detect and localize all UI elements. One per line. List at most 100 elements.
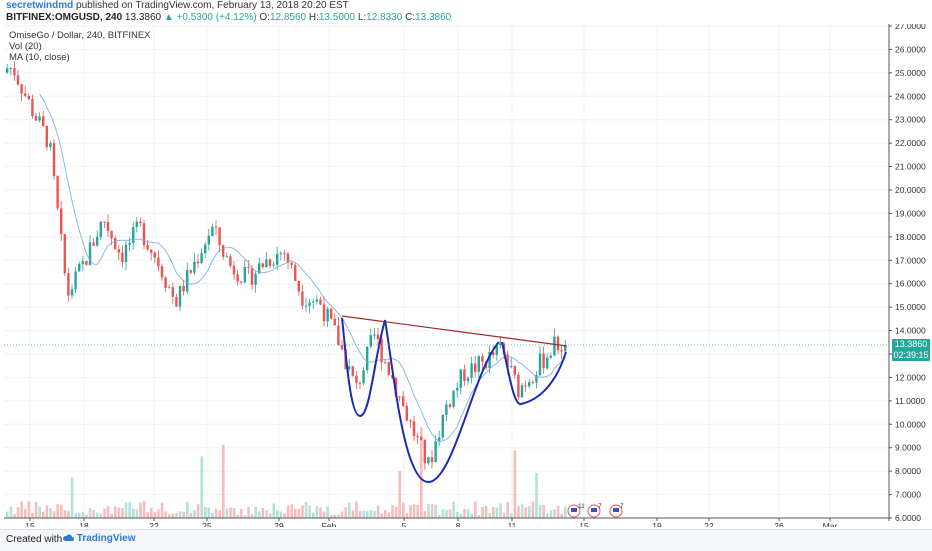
volume-bar — [6, 511, 9, 518]
price-chart[interactable]: 27.0000 26.0000 25.0000 24.0000 23.0000 22.00… — [4, 21, 932, 531]
candle-body — [81, 261, 84, 264]
event-badge: 7 — [587, 503, 602, 518]
candle-body — [258, 263, 261, 274]
candle-body — [564, 344, 567, 352]
price-tick-label: 16.0000 — [895, 279, 926, 289]
candle-body — [412, 421, 416, 437]
candle-body — [355, 375, 358, 383]
volume-bar — [348, 502, 351, 518]
volume-bar — [196, 503, 200, 518]
volume-bar — [38, 506, 41, 518]
candle-body — [366, 346, 369, 371]
time-tick-label: 22 — [149, 521, 159, 527]
candle-body — [121, 252, 124, 263]
candle-body — [470, 363, 473, 378]
event-badges[interactable]: 11 7 7 — [567, 503, 624, 518]
candle-body — [398, 396, 401, 398]
time-tick-label: 19 — [652, 521, 662, 527]
volume-bar — [542, 504, 545, 518]
candle-body — [178, 285, 182, 307]
volume-bar — [416, 504, 419, 518]
author-name[interactable]: secretwindmd — [6, 0, 74, 11]
candle-body — [430, 457, 434, 462]
candle-body — [542, 353, 545, 369]
pattern-drawings[interactable] — [4, 315, 889, 484]
candle-body — [78, 263, 81, 272]
price-tick-label: 10.0000 — [895, 419, 926, 429]
symbol-label: BITFINEX:OMGUSD, 240 — [6, 12, 123, 23]
price-axis[interactable]: 27.0000 26.0000 25.0000 24.0000 23.0000 22.00… — [888, 21, 926, 523]
candle-body — [556, 336, 560, 351]
candle-body — [63, 234, 66, 274]
volume-bar — [258, 511, 261, 518]
candle-body — [60, 208, 63, 235]
candle-body — [546, 357, 549, 369]
volume-bar — [243, 514, 247, 518]
countdown-tag: 02:39:15 — [892, 349, 930, 361]
candle-body — [207, 235, 210, 245]
volume-bar — [517, 506, 520, 518]
volume-bar — [448, 509, 452, 518]
price-tick-label: 14.0000 — [895, 326, 926, 336]
candle-body — [459, 369, 462, 388]
candle-body — [74, 271, 77, 290]
candle-body — [528, 382, 531, 387]
candle-body — [110, 231, 113, 239]
candle-body — [416, 436, 419, 438]
candle-body — [506, 354, 509, 367]
candle-body — [124, 244, 128, 263]
time-axis[interactable]: 15 18 22 25 29 Feb 5 8 11 15 19 22 26 Mar — [4, 517, 889, 531]
flag-canton — [571, 508, 577, 512]
high-value: 13.5000 — [318, 12, 356, 23]
volume-bar — [405, 513, 409, 518]
volume-bar — [272, 503, 275, 518]
candle-body — [13, 68, 16, 76]
time-tick-label: 8 — [456, 521, 461, 527]
tradingview-logo[interactable]: TradingView — [62, 533, 136, 544]
volume-bar — [200, 456, 203, 518]
volume-bar — [387, 512, 391, 518]
neckline — [341, 315, 568, 347]
event-count: 7 — [620, 503, 624, 510]
volume-bar — [142, 501, 146, 518]
volume-bar — [337, 514, 340, 518]
candle-body — [448, 404, 452, 407]
volume-bar — [560, 513, 563, 518]
ohlc-line: BITFINEX:OMGUSD, 240 13.3860 ▲ +0.5300 (… — [6, 12, 451, 24]
price-tick-label: 9.0000 — [895, 443, 921, 453]
legend-volume[interactable]: Vol (20) — [9, 41, 42, 52]
volume-bar — [9, 506, 13, 518]
candle-body — [369, 335, 372, 347]
time-tick-label: 11 — [508, 521, 517, 527]
volume-bar — [488, 513, 491, 518]
price-tick-label: 7.0000 — [895, 490, 921, 500]
candle-body — [560, 350, 563, 352]
candle-body — [549, 355, 552, 358]
open-label: O: — [259, 12, 270, 23]
volume-bar — [553, 509, 556, 518]
price-tick-label: 24.0000 — [895, 91, 926, 101]
candle-body — [171, 287, 174, 297]
volume-bar — [225, 508, 229, 518]
time-tick-label: Feb — [322, 521, 337, 527]
volume-bar — [362, 510, 365, 518]
chart-area[interactable]: 27.0000 26.0000 25.0000 24.0000 23.0000 22.00… — [4, 21, 932, 531]
volume-bar — [409, 505, 412, 518]
candle-body — [160, 266, 164, 278]
volume-bar — [106, 506, 110, 518]
legend-ma[interactable]: MA (10, close) — [9, 52, 70, 63]
candle-body — [92, 242, 95, 246]
left-shoulder-curve — [341, 317, 386, 418]
volume-bar — [373, 510, 376, 518]
candle-body — [376, 334, 380, 339]
volume-bar — [49, 508, 52, 518]
volume-bar — [268, 513, 272, 518]
candle-body — [139, 221, 142, 224]
moving-average-line — [39, 93, 566, 443]
candle-body — [427, 457, 430, 464]
volume-bar — [322, 511, 326, 518]
candle-body — [96, 236, 99, 246]
volume-bar — [376, 505, 380, 518]
volume-bar — [207, 507, 211, 518]
price-tick-label: 17.0000 — [895, 255, 926, 265]
